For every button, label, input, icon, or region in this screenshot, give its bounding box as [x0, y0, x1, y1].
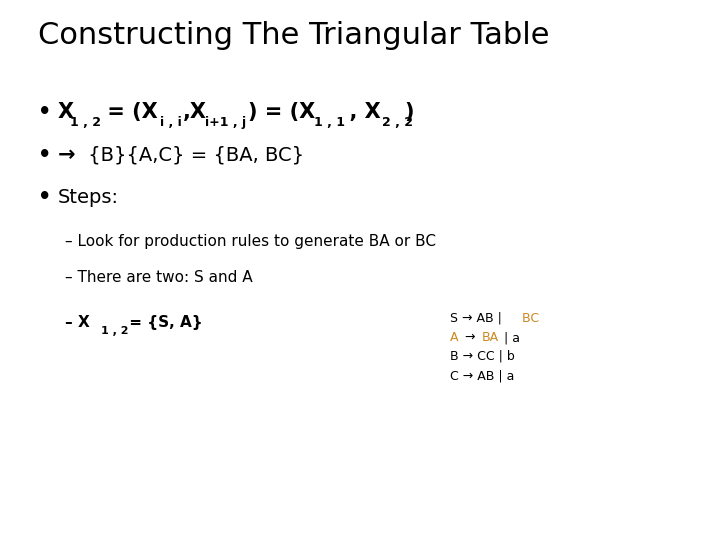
Text: →: →: [461, 331, 480, 344]
Text: •: •: [38, 145, 51, 165]
Text: 1 , 2: 1 , 2: [101, 326, 128, 336]
Text: = (X: = (X: [100, 102, 158, 122]
Text: 1 , 1: 1 , 1: [314, 116, 345, 129]
Text: ) = (X: ) = (X: [248, 102, 315, 122]
Text: C → AB | a: C → AB | a: [450, 369, 514, 382]
Text: S → AB |: S → AB |: [450, 312, 502, 325]
Text: , X: , X: [335, 102, 381, 122]
Text: – Look for production rules to generate BA or BC: – Look for production rules to generate …: [65, 234, 436, 249]
Text: ,X: ,X: [183, 102, 207, 122]
Text: = {S, A}: = {S, A}: [124, 315, 202, 330]
Text: X: X: [58, 102, 74, 122]
Text: BA: BA: [482, 331, 499, 344]
Text: | a: | a: [500, 331, 520, 344]
Text: i+1 , j: i+1 , j: [205, 116, 246, 129]
Text: – There are two: S and A: – There are two: S and A: [65, 270, 253, 285]
Text: – X: – X: [65, 315, 90, 330]
Text: •: •: [38, 102, 51, 122]
Text: A: A: [450, 331, 459, 344]
Text: →: →: [58, 145, 76, 165]
Text: 2 , 2: 2 , 2: [382, 116, 413, 129]
Text: •: •: [38, 187, 51, 207]
Text: B → CC | b: B → CC | b: [450, 350, 515, 363]
Text: BC: BC: [518, 312, 539, 325]
Text: {B}{A,C} = {BA, BC}: {B}{A,C} = {BA, BC}: [82, 146, 304, 165]
Text: i , i: i , i: [160, 116, 181, 129]
Text: 1 , 2: 1 , 2: [70, 116, 101, 129]
Text: ): ): [404, 102, 413, 122]
Text: Constructing The Triangular Table: Constructing The Triangular Table: [38, 21, 549, 50]
Text: Steps:: Steps:: [58, 188, 119, 207]
